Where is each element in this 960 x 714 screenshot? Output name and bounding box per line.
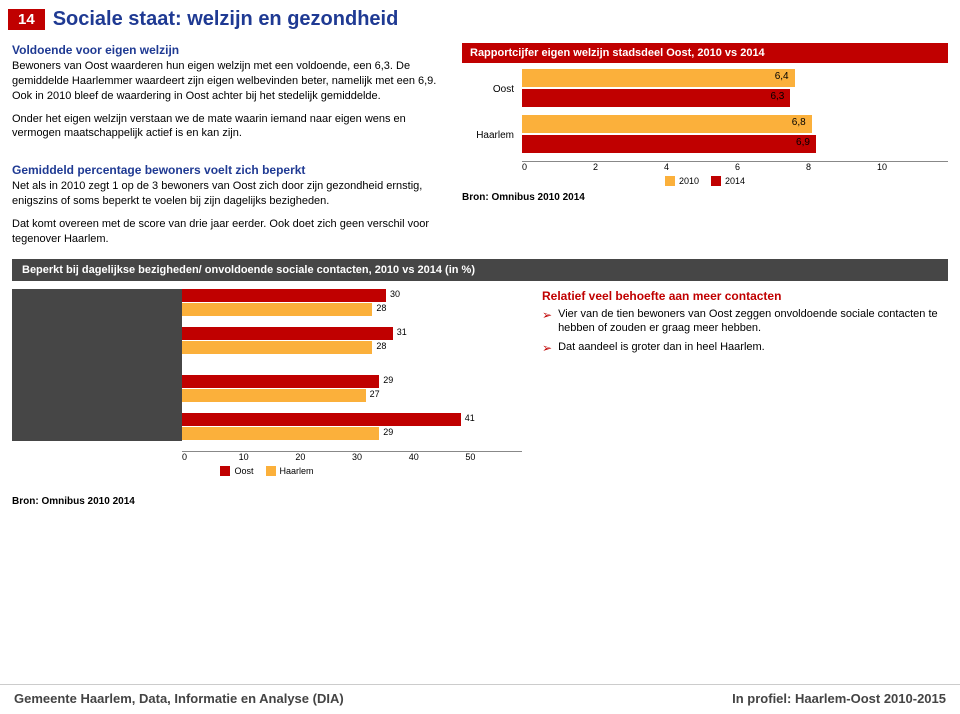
info-bullet: ➢Dat aandeel is groter dan in heel Haarl… [542,340,948,356]
legend-item: 2010 [665,176,699,186]
chart2-bar: 28 [182,341,372,354]
bullet-arrow-icon: ➢ [542,340,552,356]
section2-p1: Net als in 2010 zegt 1 op de 3 bewoners … [12,179,442,209]
chart2-bar: 27 [182,389,366,402]
chart1: Oost6,4 6,3 Haarlem6,8 6,9 [462,69,948,155]
chart1-bar: 6,9 [522,135,816,153]
section1-p1: Bewoners van Oost waarderen hun eigen we… [12,59,442,104]
chart2-source: Bron: Omnibus 2010 2014 [12,496,948,507]
chart2-bar: 41 [182,413,461,426]
legend-item: Haarlem [266,466,314,476]
info-bullet: ➢Vier van de tien bewoners van Oost zegg… [542,307,948,337]
chart2-title-bar: Beperkt bij dagelijkse bezigheden/ onvol… [12,259,948,281]
chart2-bar: 29 [182,375,379,388]
chart2-bar: 31 [182,327,393,340]
footer-right: In profiel: Haarlem-Oost 2010-2015 [732,691,946,706]
section1-heading: Voldoende voor eigen welzijn [12,43,442,57]
chart2-bar: 28 [182,303,372,316]
bullet-arrow-icon: ➢ [542,307,552,337]
chart1-group-label: Oost [462,84,522,95]
chart1-bar: 6,4 [522,69,795,87]
chart1-bar: 6,3 [522,89,790,107]
page-number: 14 [8,9,45,30]
chart2-bar: 29 [182,427,379,440]
footer-left: Gemeente Haarlem, Data, Informatie en An… [14,691,344,706]
chart1-bar: 6,8 [522,115,812,133]
legend-item: Oost [220,466,253,476]
section1-p2: Onder het eigen welzijn verstaan we de m… [12,112,442,142]
section2-p2: Dat komt overeen met de score van drie j… [12,217,442,247]
chart2: beperkt voelt bij dagelijkse bezigheden … [12,289,522,441]
chart1-source: Bron: Omnibus 2010 2014 [462,192,948,203]
page-footer: Gemeente Haarlem, Data, Informatie en An… [0,684,960,714]
chart1-group-label: Haarlem [462,130,522,141]
legend-item: 2014 [711,176,745,186]
chart2-bar: 30 [182,289,386,302]
section2-heading: Gemiddeld percentage bewoners voelt zich… [12,163,442,177]
page-header: 14 Sociale staat: welzijn en gezondheid [0,0,960,37]
page-title: Sociale staat: welzijn en gezondheid [53,8,399,31]
chart1-title: Rapportcijfer eigen welzijn stadsdeel Oo… [462,43,948,63]
infobox-title: Relatief veel behoefte aan meer contacte… [542,289,948,303]
